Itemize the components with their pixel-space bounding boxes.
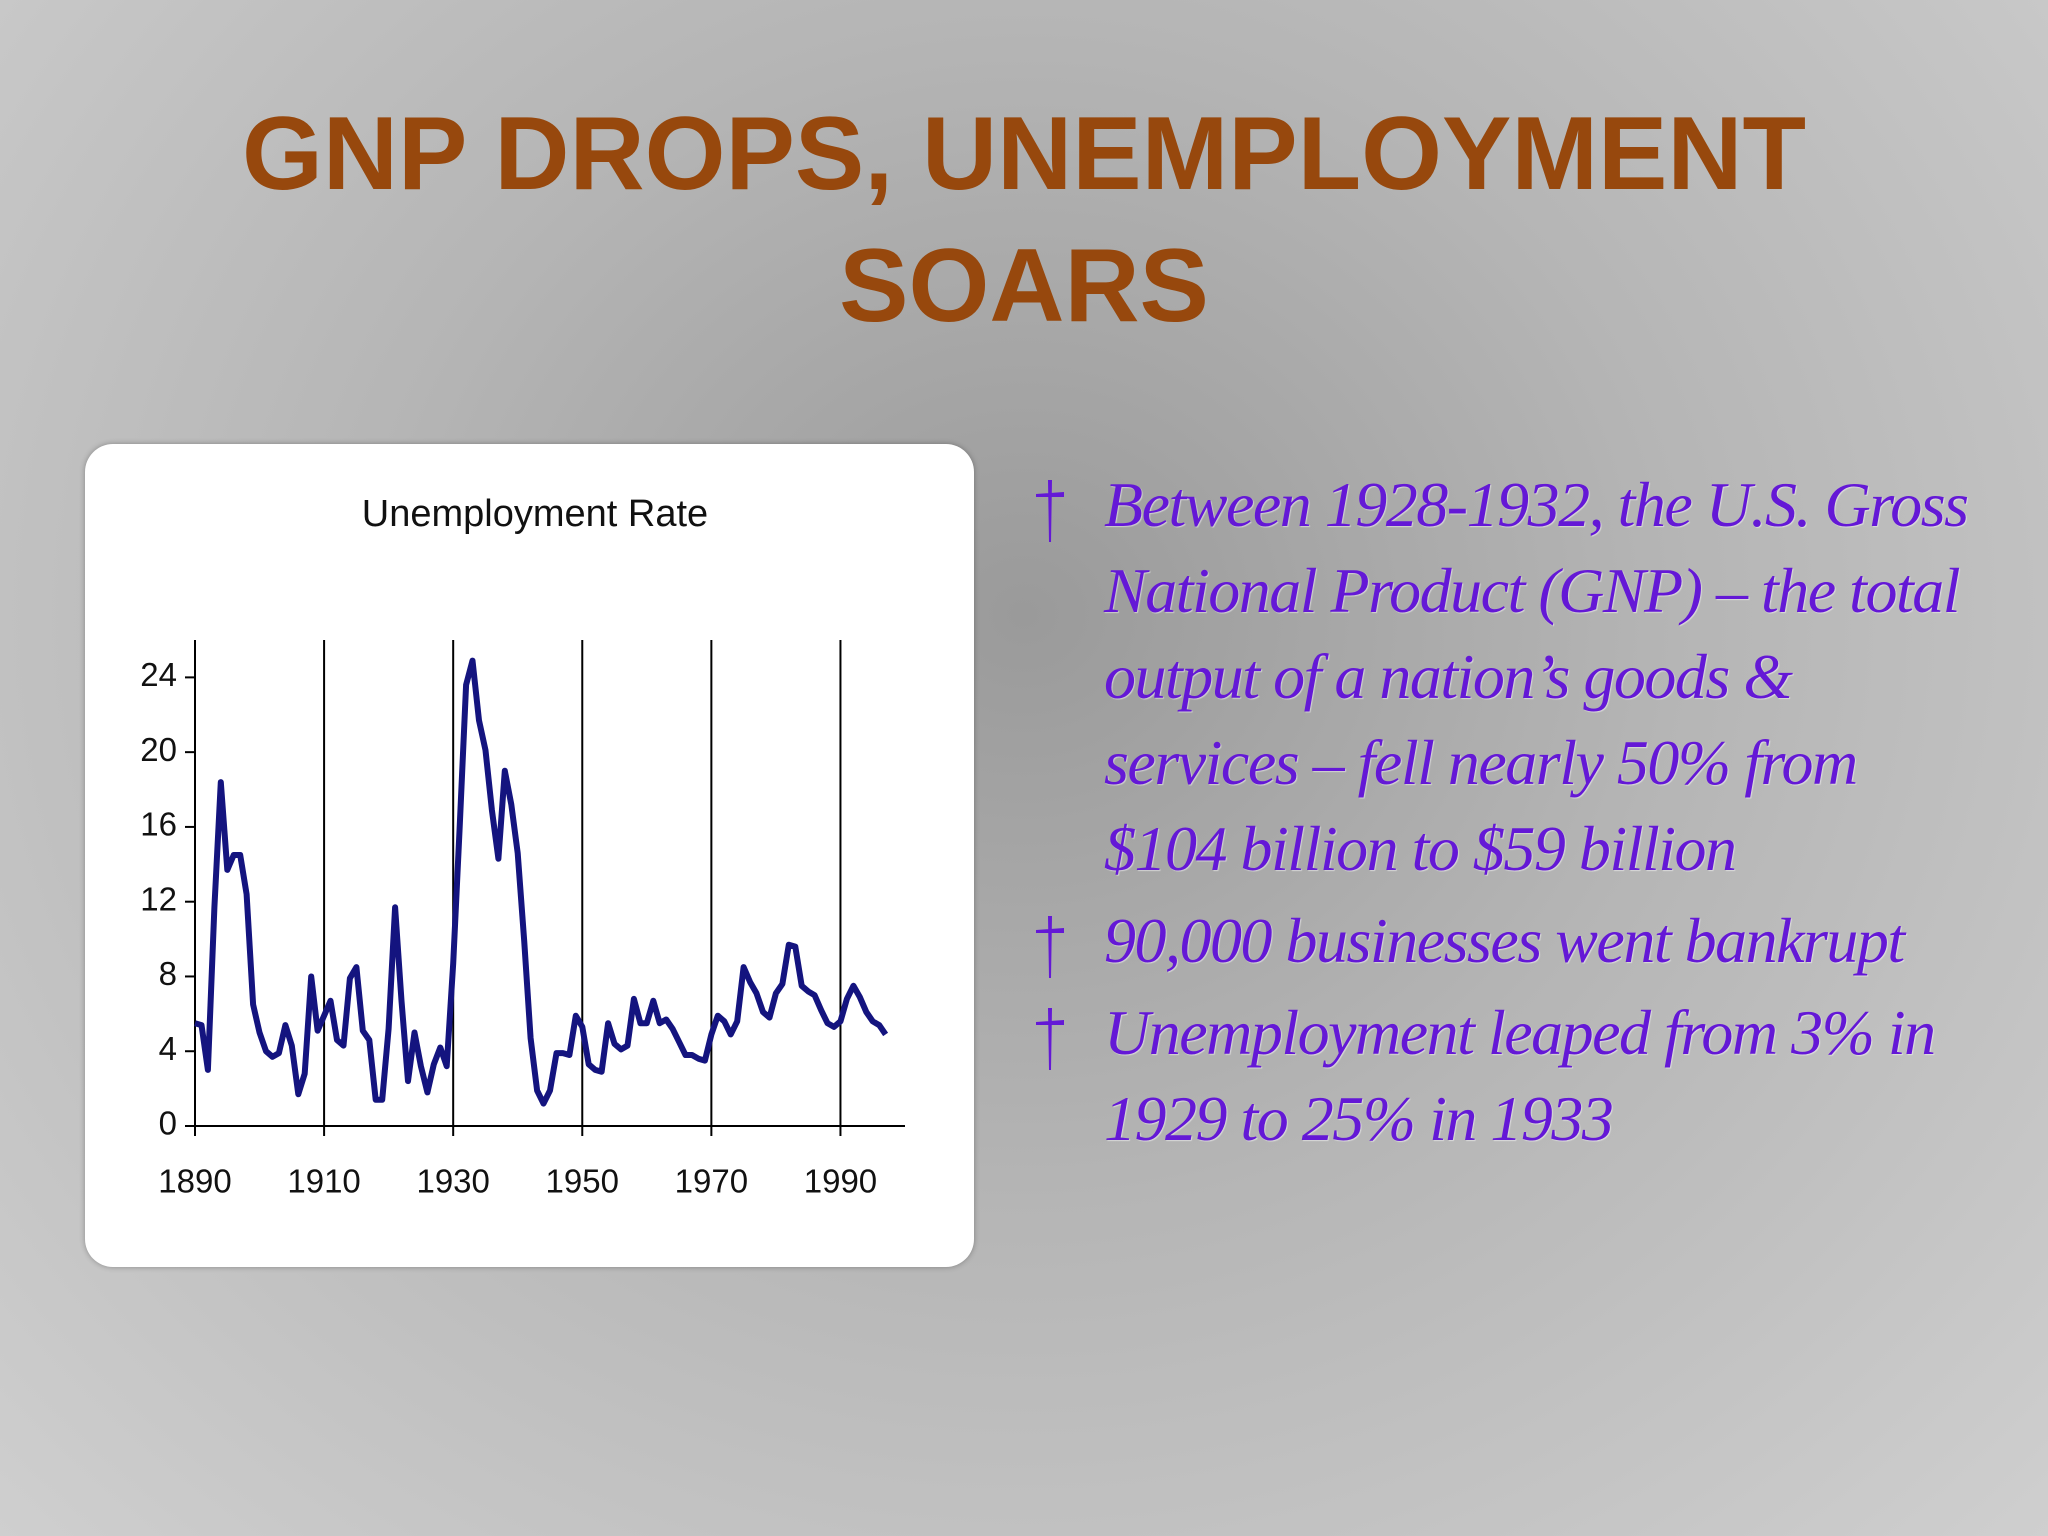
y-tick-label: 0 [159, 1105, 177, 1142]
x-tick-label: 1970 [675, 1163, 748, 1200]
chart: Unemployment Rate 1890 1910 1930 1950 1970 19… [140, 493, 905, 1200]
y-tick-label: 8 [159, 955, 177, 992]
bullet-text: Between 1928-1932, the U.S. Gross Nation… [1104, 469, 1969, 884]
bullet-marker [1036, 916, 1064, 978]
y-tick-label: 24 [140, 656, 177, 693]
x-tick-label: 1910 [287, 1163, 360, 1200]
bullet: 90,000 businesses went bankrupt [1020, 898, 1970, 984]
bullet: Between 1928-1932, the U.S. Gross Nation… [1020, 462, 1970, 892]
y-tick-label: 4 [159, 1030, 177, 1067]
bullet-marker [1036, 1008, 1064, 1070]
x-tick-label: 1930 [416, 1163, 489, 1200]
bullet: Unemployment leaped from 3% in 1929 to 2… [1020, 990, 1970, 1162]
slide-title: GNP DROPS, UNEMPLOYMENT SOARS [241, 96, 1806, 344]
bullet-list: Between 1928-1932, the U.S. Gross Nation… [1020, 462, 1970, 1168]
chart-title: Unemployment Rate [362, 493, 708, 535]
data-line [194, 657, 889, 1107]
x-tick-label: 1950 [546, 1163, 619, 1200]
y-tick-label: 20 [140, 731, 177, 768]
bullet-text: Unemployment leaped from 3% in 1929 to 2… [1104, 997, 1936, 1154]
x-tick-label: 1890 [158, 1163, 231, 1200]
y-tick-label: 12 [140, 880, 177, 917]
x-tick-label: 1990 [804, 1163, 877, 1200]
bullet-marker [1036, 480, 1064, 542]
bullet-text: 90,000 businesses went bankrupt [1104, 905, 1905, 976]
y-tick-label: 16 [140, 806, 177, 843]
